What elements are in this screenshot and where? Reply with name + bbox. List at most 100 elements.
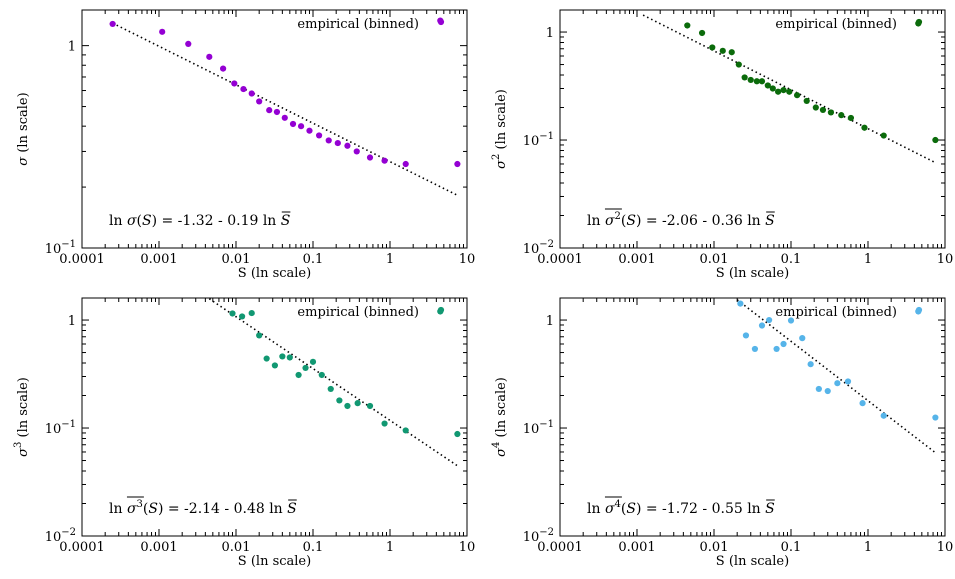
data-point (803, 97, 810, 105)
data-point (735, 61, 742, 68)
x-tick-label: 0.001 (140, 252, 177, 267)
fit-line (736, 299, 936, 454)
data-point (315, 132, 323, 139)
data-point (302, 364, 309, 372)
x-tick-label: 0.0001 (59, 540, 105, 555)
legend-label: empirical (binned) (775, 305, 897, 320)
x-tick-label: 10 (459, 540, 476, 555)
data-point (220, 65, 227, 72)
fit-equation: ln σ2(S) = -2.06 - 0.36 ln S (587, 211, 775, 229)
chart-panel-1: 0.0001 0.001 0.01 0.1 1 10 1 10−1 S (ln scale) σ … (16, 9, 476, 281)
legend-marker (437, 18, 445, 26)
data-point (824, 387, 831, 395)
legend-label: empirical (binned) (775, 17, 897, 32)
data-point (769, 85, 776, 92)
x-tick-label: 0.01 (222, 252, 251, 267)
data-point (799, 335, 806, 342)
y-axis-label: σ (ln scale) (16, 92, 31, 165)
data-point (454, 430, 461, 438)
y-tick-label: 1 (68, 40, 76, 55)
data-point (812, 104, 819, 111)
data-point (256, 332, 263, 339)
x-axis-label: S (ln scale) (238, 266, 311, 281)
x-tick-label: 10 (937, 540, 954, 555)
data-point (815, 385, 822, 393)
data-point (354, 400, 361, 407)
data-point (747, 76, 754, 84)
y-tick-label: 10−1 (45, 419, 76, 437)
data-point (454, 160, 461, 168)
x-tick-label: 0.0001 (537, 252, 583, 267)
data-point (248, 309, 255, 317)
data-point (773, 345, 780, 353)
data-point (838, 112, 845, 119)
x-tick-label: 0.0001 (537, 540, 583, 555)
data-point (719, 47, 726, 54)
data-point (271, 362, 278, 369)
data-point (728, 49, 735, 56)
data-point (764, 82, 771, 89)
data-point (859, 400, 866, 407)
x-axis-label: S (ln scale) (716, 266, 789, 281)
data-point (281, 114, 288, 121)
fit-line (642, 14, 936, 164)
chart-panel-4: 0.0001 0.001 0.01 0.1 1 10 1 10−1 10−2 S (ln scal… (491, 297, 954, 569)
data-point (306, 127, 313, 134)
data-point (266, 107, 273, 114)
fit-line (208, 298, 458, 467)
data-point (318, 371, 325, 379)
data-point (807, 361, 814, 368)
data-point (344, 402, 351, 410)
data-point (819, 106, 827, 114)
data-point (787, 317, 795, 324)
x-tick-label: 1 (386, 540, 394, 555)
x-tick-label: 10 (459, 252, 476, 267)
data-point (793, 92, 801, 99)
data-point (109, 20, 116, 28)
data-point (834, 380, 841, 387)
data-point (932, 136, 939, 144)
x-tick-label: 1 (864, 252, 872, 267)
plot-frame (81, 9, 468, 249)
fit-line (112, 22, 458, 197)
data-point (780, 340, 787, 348)
chart-panel-3: 0.0001 0.001 0.01 0.1 1 10 1 10−1 10−2 S (ln scal… (13, 297, 476, 569)
data-point (336, 397, 343, 404)
data-point (402, 427, 409, 434)
data-point (684, 22, 691, 29)
data-point (295, 371, 302, 379)
x-tick-label: 10 (937, 252, 954, 267)
data-point (844, 378, 852, 385)
data-point (737, 300, 744, 307)
data-point (366, 402, 374, 410)
data-point (297, 123, 305, 130)
plot-frame (81, 297, 468, 537)
y-tick-label: 1 (68, 314, 76, 329)
x-axis-label: S (ln scale) (238, 554, 311, 569)
fit-equation: ln σ3(S) = -2.14 - 0.48 ln S (109, 499, 297, 517)
data-point (880, 132, 887, 139)
data-point (248, 90, 255, 97)
data-point (775, 88, 782, 95)
x-tick-label: 0.01 (700, 540, 729, 555)
data-point (327, 385, 334, 393)
data-point (353, 148, 360, 155)
chart-panel-2: 0.0001 0.001 0.01 0.1 1 10 1 10−1 10−2 S (ln scal… (491, 9, 954, 281)
legend-marker (915, 306, 923, 314)
data-point (932, 414, 939, 421)
data-point (847, 114, 855, 122)
x-tick-label: 0.001 (618, 252, 655, 267)
data-point (366, 154, 374, 161)
legend-label: empirical (binned) (297, 17, 419, 32)
data-point (231, 80, 238, 87)
y-axis-label: σ2 (ln scale) (491, 89, 509, 169)
y-tick-label: 10−1 (523, 419, 554, 437)
y-tick-label: 10−2 (523, 239, 554, 257)
x-axis-label: S (ln scale) (716, 554, 789, 569)
y-tick-label: 10−2 (523, 527, 554, 545)
data-point (325, 137, 332, 144)
y-tick-label: 1 (546, 26, 554, 41)
data-point (751, 345, 759, 353)
data-point (279, 353, 286, 360)
